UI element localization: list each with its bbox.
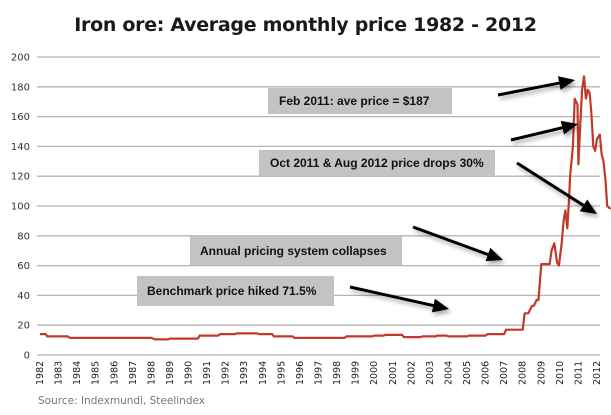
y-tick-label: 40 xyxy=(17,291,30,302)
annotation-label: Oct 2011 & Aug 2012 price drops 30% xyxy=(270,156,484,170)
annotation-box xyxy=(259,150,495,176)
x-tick-label: 2011 xyxy=(573,361,584,385)
x-axis-ticks: 1982 1983 1984 1985 1986 1987 1988 1989 1990 1991… xyxy=(35,361,603,385)
gridlines xyxy=(37,56,600,356)
y-tick-label: 60 xyxy=(17,261,30,272)
x-tick-label: 2005 xyxy=(462,361,473,385)
y-tick-label: 100 xyxy=(11,202,30,213)
arrowhead-icon xyxy=(485,247,503,262)
x-tick-label: 1996 xyxy=(295,361,306,385)
x-tick-label: 1984 xyxy=(72,361,83,385)
x-tick-label: 2007 xyxy=(499,361,510,385)
x-tick-label: 1989 xyxy=(165,361,176,385)
x-tick-label: 1988 xyxy=(146,361,157,385)
annotation-arrow xyxy=(349,285,449,313)
source-note: Source: Indexmundi, Steelindex xyxy=(38,395,205,407)
x-tick-label: 1998 xyxy=(332,361,343,385)
annotation-box xyxy=(137,276,334,306)
series-line xyxy=(40,75,611,341)
annotation-label: Feb 2011: ave price = $187 xyxy=(279,94,430,108)
y-tick-label: 120 xyxy=(11,172,30,183)
y-tick-label: 140 xyxy=(11,142,30,153)
y-tick-label: 200 xyxy=(11,53,30,64)
x-tick-label: 1994 xyxy=(258,361,269,385)
x-tick-label: 1997 xyxy=(314,361,325,385)
x-tick-label: 2010 xyxy=(555,361,566,385)
annotations-layer: Feb 2011: ave price = $187 Oct 2011 & Aug… xyxy=(137,76,597,313)
x-tick-label: 1987 xyxy=(128,361,139,385)
x-tick-label: 2000 xyxy=(369,361,380,385)
x-tick-label: 1999 xyxy=(351,361,362,385)
y-axis-ticks: 0 20 40 60 80 100 120 140 160 180 200 xyxy=(11,53,30,362)
x-tick-label: 2006 xyxy=(481,361,492,385)
y-tick-label: 20 xyxy=(17,321,30,332)
series-layer xyxy=(40,75,611,341)
x-tick-label: 2009 xyxy=(536,361,547,385)
y-tick-label: 80 xyxy=(17,231,30,242)
x-tick-label: 1995 xyxy=(276,361,287,385)
x-tick-label: 2001 xyxy=(388,361,399,385)
arrowhead-icon xyxy=(557,76,575,90)
x-tick-label: 2008 xyxy=(518,361,529,385)
x-tick-label: 1992 xyxy=(221,361,232,385)
annotation-label: Annual pricing system collapses xyxy=(200,244,387,258)
annotation-arrow xyxy=(497,76,575,97)
y-tick-label: 180 xyxy=(11,82,30,93)
annotation-label: Benchmark price hiked 71.5% xyxy=(147,284,317,298)
annotation-box xyxy=(190,235,402,265)
x-tick-label: 1990 xyxy=(184,361,195,385)
x-tick-label: 1993 xyxy=(239,361,250,385)
annotation-box xyxy=(268,88,452,114)
annotation-arrow xyxy=(510,120,578,142)
x-tick-label: 1983 xyxy=(54,361,65,385)
x-tick-label: 2012 xyxy=(592,361,603,385)
x-tick-label: 1991 xyxy=(202,361,213,385)
x-tick-label: 1985 xyxy=(91,361,102,385)
annotation-arrow xyxy=(516,161,597,214)
annotation-arrow xyxy=(412,225,503,262)
y-tick-label: 160 xyxy=(11,112,30,123)
x-tick-label: 1986 xyxy=(109,361,120,385)
chart-title: Iron ore: Average monthly price 1982 - 2… xyxy=(74,14,537,36)
x-tick-label: 2002 xyxy=(406,361,417,385)
x-tick-label: 1982 xyxy=(35,361,46,385)
arrowhead-icon xyxy=(579,199,597,214)
arrowhead-icon xyxy=(431,298,449,313)
y-tick-label: 0 xyxy=(24,351,30,362)
x-tick-label: 2003 xyxy=(425,361,436,385)
x-tick-label: 2004 xyxy=(443,361,454,385)
arrowhead-icon xyxy=(560,120,578,135)
